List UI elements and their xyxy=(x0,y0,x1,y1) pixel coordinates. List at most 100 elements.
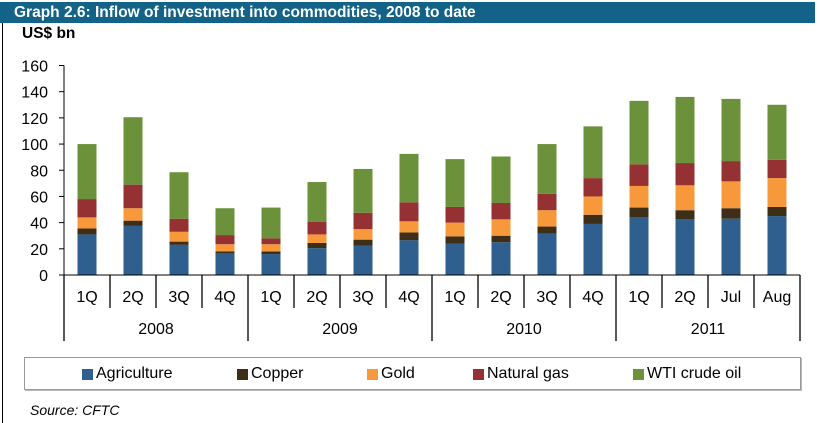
x-group-label: 2008 xyxy=(138,321,174,338)
y-tick-label: 60 xyxy=(30,189,48,206)
bar-segment-wti-crude-oil xyxy=(399,153,419,203)
x-tick-label: 2Q xyxy=(122,289,143,306)
bar-segment-agriculture xyxy=(629,217,649,275)
bar-segment-copper xyxy=(491,235,511,243)
bar-segment-agriculture xyxy=(445,243,465,275)
bar-segment-natural-gas xyxy=(77,199,97,218)
x-group-label: 2011 xyxy=(691,321,726,338)
y-tick-label: 140 xyxy=(21,85,48,102)
bar-segment-wti-crude-oil xyxy=(123,117,143,185)
bar-segment-copper xyxy=(215,251,235,254)
y-tick-label: 160 xyxy=(21,59,48,76)
bar-segment-agriculture xyxy=(77,234,97,275)
x-tick-label: 2Q xyxy=(490,289,511,306)
bar-segment-agriculture xyxy=(675,219,695,275)
frame-left-border xyxy=(2,2,3,423)
bars-layer xyxy=(77,96,787,275)
x-tick-label: Aug xyxy=(763,289,791,306)
bar-segment-agriculture xyxy=(491,242,511,275)
x-tick-label: 1Q xyxy=(260,289,281,306)
bar-segment-wti-crude-oil xyxy=(169,172,189,219)
bar-segment-agriculture xyxy=(353,245,373,275)
x-tick-label: 3Q xyxy=(168,289,189,306)
legend: Agriculture Copper Gold Natural gas WTI … xyxy=(24,357,801,390)
bar-segment-natural-gas xyxy=(537,193,557,211)
bar-segment-natural-gas xyxy=(583,178,603,197)
bar-segment-wti-crude-oil xyxy=(675,96,695,164)
x-tick-label: 1Q xyxy=(628,289,649,306)
bar-segment-gold xyxy=(261,244,281,252)
legend-label: Natural gas xyxy=(487,365,569,382)
bar-segment-agriculture xyxy=(721,218,741,275)
y-tick-label: 20 xyxy=(30,242,48,259)
x-group-label: 2010 xyxy=(506,321,542,338)
bar-segment-agriculture xyxy=(767,216,787,275)
x-tick-label: 4Q xyxy=(214,289,235,306)
bar-segment-copper xyxy=(583,214,603,224)
bar-segment-wti-crude-oil xyxy=(307,182,327,222)
bar-segment-gold xyxy=(123,208,143,221)
bar-segment-wti-crude-oil xyxy=(261,207,281,239)
x-tick-label: 2Q xyxy=(306,289,327,306)
bar-segment-gold xyxy=(445,222,465,237)
legend-item-natural-gas: Natural gas xyxy=(473,365,569,383)
bar-segment-wti-crude-oil xyxy=(445,159,465,207)
bar-segment-natural-gas xyxy=(675,163,695,186)
x-group-label: 2009 xyxy=(322,321,358,338)
bar-segment-copper xyxy=(123,220,143,226)
legend-item-gold: Gold xyxy=(367,365,415,383)
bar-segment-copper xyxy=(721,208,741,219)
x-tick-label: 3Q xyxy=(352,289,373,306)
bar-segment-agriculture xyxy=(215,253,235,275)
bar-segment-gold xyxy=(399,221,419,233)
x-tick-label: 2Q xyxy=(674,289,695,306)
x-tick-label: Jul xyxy=(721,289,741,306)
bar-segment-agriculture xyxy=(307,248,327,275)
y-tick-label: 120 xyxy=(21,111,48,128)
bar-segment-gold xyxy=(537,210,557,227)
bar-segment-wti-crude-oil xyxy=(537,144,557,194)
bar-segment-agriculture xyxy=(583,223,603,275)
bar-segment-natural-gas xyxy=(491,202,511,220)
x-tick-label: 4Q xyxy=(582,289,603,306)
bar-segment-copper xyxy=(77,228,97,235)
legend-item-agriculture: Agriculture xyxy=(82,365,172,383)
bar-segment-agriculture xyxy=(537,233,557,275)
bar-segment-gold xyxy=(583,196,603,215)
bar-segment-natural-gas xyxy=(721,161,741,182)
legend-item-wti-crude-oil: WTI crude oil xyxy=(633,365,741,383)
bar-segment-gold xyxy=(767,178,787,207)
bar-segment-wti-crude-oil xyxy=(721,98,741,162)
bar-segment-agriculture xyxy=(169,244,189,275)
bar-segment-natural-gas xyxy=(307,221,327,235)
bar-segment-copper xyxy=(767,206,787,217)
bar-segment-gold xyxy=(169,231,189,242)
y-tick-label: 100 xyxy=(21,137,48,154)
legend-item-copper: Copper xyxy=(237,365,303,383)
bar-segment-natural-gas xyxy=(215,235,235,245)
bar-segment-gold xyxy=(353,229,373,240)
legend-label: WTI crude oil xyxy=(647,365,742,382)
bar-segment-agriculture xyxy=(123,225,143,275)
bar-segment-natural-gas xyxy=(445,206,465,223)
bar-segment-wti-crude-oil xyxy=(353,168,373,213)
bar-segment-wti-crude-oil xyxy=(583,126,603,179)
x-axis: 1Q 2Q 3Q 4Q 1Q 2Q 3Q 4Q 1Q 2Q 3Q 4Q 1Q 2Q Jul Aug 2008 20… xyxy=(63,274,801,341)
bar-segment-natural-gas xyxy=(353,212,373,230)
bar-segment-gold xyxy=(675,185,695,211)
x-tick-label: 3Q xyxy=(536,289,557,306)
bar-segment-copper xyxy=(629,207,649,218)
bar-segment-natural-gas xyxy=(169,218,189,232)
bar-segment-wti-crude-oil xyxy=(491,156,511,203)
bar-segment-copper xyxy=(675,210,695,220)
legend-swatch-agriculture xyxy=(82,368,93,380)
legend-swatch-natural-gas xyxy=(473,368,484,380)
bar-segment-gold xyxy=(491,219,511,236)
bar-segment-wti-crude-oil xyxy=(77,144,97,200)
bar-segment-wti-crude-oil xyxy=(215,208,235,236)
bar-segment-copper xyxy=(261,251,281,255)
bar-segment-wti-crude-oil xyxy=(767,104,787,160)
legend-label: Agriculture xyxy=(96,365,173,382)
bar-segment-copper xyxy=(169,241,189,245)
